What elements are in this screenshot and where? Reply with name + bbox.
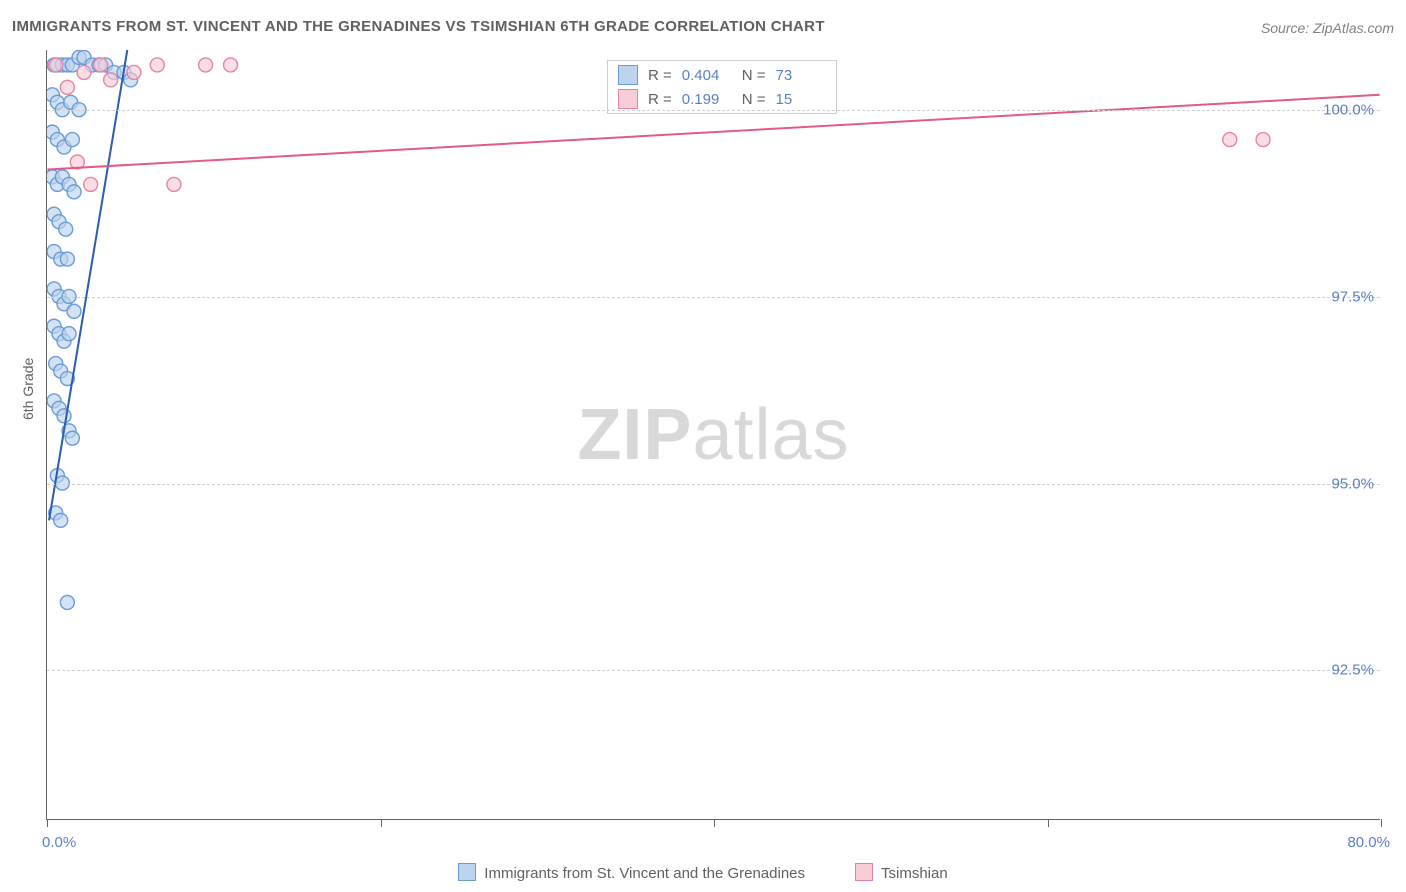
n-label: N = [742,67,766,84]
gridline [47,110,1380,111]
legend-swatch [458,863,476,881]
y-tick-label: 100.0% [1323,101,1382,118]
n-value: 73 [776,67,826,84]
y-tick-label: 92.5% [1331,662,1382,679]
x-min-label: 0.0% [42,834,76,851]
legend-swatch [855,863,873,881]
series-legend: Immigrants from St. Vincent and the Gren… [0,863,1406,882]
x-max-label: 80.0% [1347,834,1390,851]
r-value: 0.404 [682,67,732,84]
r-value: 0.199 [682,91,732,108]
x-tick [47,819,48,827]
y-tick-label: 97.5% [1331,288,1382,305]
chart-title: IMMIGRANTS FROM ST. VINCENT AND THE GREN… [12,18,825,35]
n-label: N = [742,91,766,108]
chart-svg [47,50,1380,819]
r-label: R = [648,67,672,84]
legend-label: Tsimshian [881,865,948,882]
legend-item: Immigrants from St. Vincent and the Gren… [458,863,805,882]
x-tick [1381,819,1382,827]
plot-area: ZIPatlas R =0.404N =73R =0.199N =15 92.5… [46,50,1380,820]
x-tick [381,819,382,827]
source-label: Source: ZipAtlas.com [1261,20,1394,36]
legend-item: Tsimshian [855,863,948,882]
gridline [47,484,1380,485]
legend-row: R = 0.199 N = 15 [608,87,836,111]
gridline [47,670,1380,671]
correlation-legend: R = 0.404 N = 73 R = 0.199 N = 15 [607,60,837,114]
legend-swatch [618,89,638,109]
r-label: R = [648,91,672,108]
x-tick [714,819,715,827]
gridline [47,297,1380,298]
legend-swatch [618,65,638,85]
x-tick [1048,819,1049,827]
legend-label: Immigrants from St. Vincent and the Gren… [484,865,805,882]
n-value: 15 [776,91,826,108]
y-tick-label: 95.0% [1331,475,1382,492]
legend-row: R = 0.404 N = 73 [608,63,836,87]
y-axis-label: 6th Grade [20,358,36,420]
